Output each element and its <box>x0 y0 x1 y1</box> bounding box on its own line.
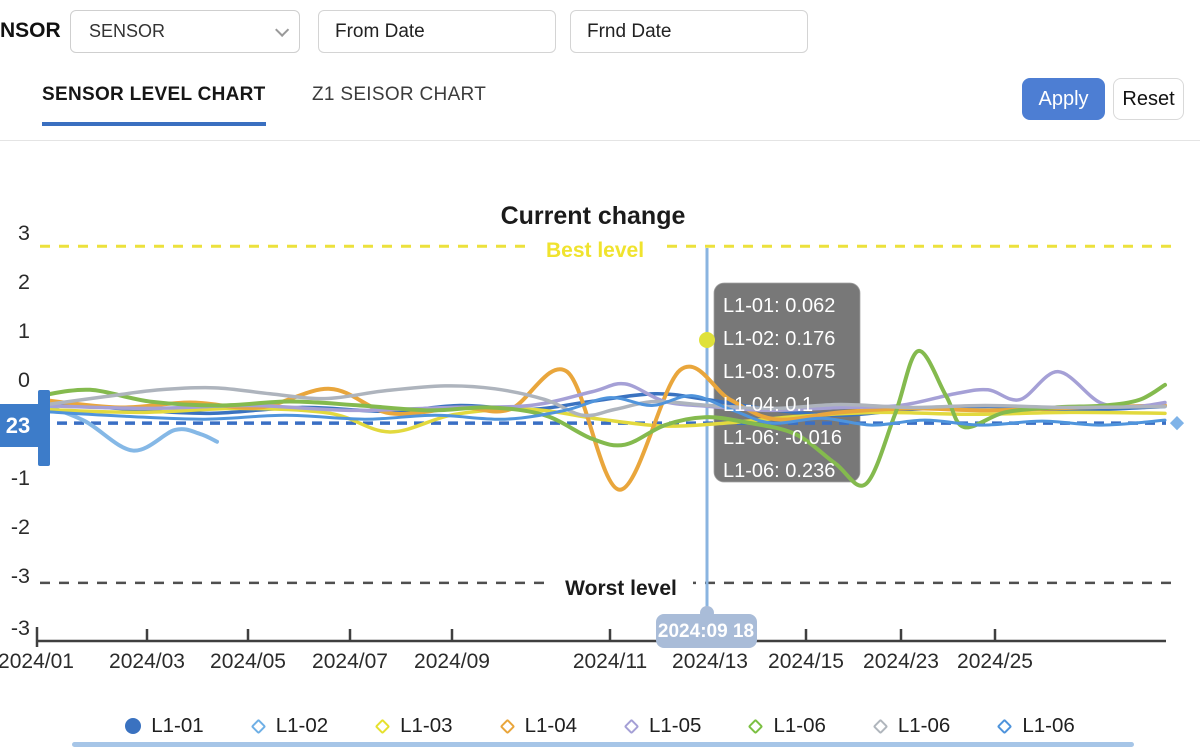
chart-axes: 2024/01 2024/03 2024/05 2024/07 2024/09 2024/… <box>0 221 1178 673</box>
from-date-input[interactable] <box>318 10 556 53</box>
crosshair-date-label: 2024:09 18 <box>658 621 754 642</box>
legend-item-l1-03[interactable]: L1-03 <box>374 714 453 738</box>
series-L1-06-gray <box>38 384 1167 418</box>
y-tick-label: -2 <box>11 515 30 539</box>
circle-legend-icon <box>125 718 142 734</box>
legend-item-l1-01[interactable]: L1-01 <box>125 714 204 738</box>
reset-button[interactable]: Reset <box>1113 78 1184 120</box>
sensor-select-value: SENSOR <box>89 21 166 41</box>
axis-threshold-handle[interactable] <box>38 390 50 466</box>
best-level-label-bg <box>531 236 659 263</box>
crosshair-date-badge[interactable] <box>656 614 757 648</box>
y-tick-label: -3 <box>11 564 30 588</box>
legend-item-l1-04[interactable]: L1-04 <box>499 714 577 738</box>
tab-z1-seisor-chart[interactable]: Z1 SEISOR CHART <box>312 84 486 122</box>
x-tick-label: 2024/09 <box>414 650 490 673</box>
diamond-legend-icon <box>499 718 515 734</box>
diamond-legend-icon <box>250 718 266 734</box>
chart-series <box>38 349 1185 492</box>
chevron-down-icon <box>275 22 290 37</box>
chart-title: Current change <box>501 202 686 230</box>
x-tick-label: 2024/15 <box>768 650 844 673</box>
x-tick-label: 2024/01 <box>0 650 74 673</box>
best-level-label: Best level <box>546 239 644 262</box>
x-tick-label: 2024/03 <box>109 650 185 673</box>
end-date-input[interactable] <box>570 10 808 53</box>
tooltip-row: L1-06: -0.016 <box>723 427 842 449</box>
page-title: NSOR <box>0 19 61 42</box>
diamond-legend-icon <box>748 718 764 734</box>
crosshair-marker-dot <box>699 332 715 348</box>
y-tick-label: 2 <box>18 270 30 294</box>
threshold-end-marker <box>1169 416 1185 431</box>
legend-label: L1-04 <box>524 714 577 737</box>
axis-threshold-label: 23 <box>6 413 30 438</box>
legend-label: L1-02 <box>275 714 329 737</box>
x-tick-label: 2024/11 <box>573 650 647 673</box>
legend-item-l1-06[interactable]: L1-06 <box>872 714 951 738</box>
y-tick-label: -3 <box>11 616 30 640</box>
series-L1-06-blue <box>38 394 1167 427</box>
y-tick-label: 0 <box>18 368 30 392</box>
tooltip-row: L1-04: 0.1 <box>723 394 813 416</box>
worst-level-label: Worst level <box>565 577 677 600</box>
tooltip-row: L1-03: 0.075 <box>723 361 835 383</box>
diamond-legend-icon <box>374 718 391 734</box>
series-L1-02 <box>41 402 219 453</box>
legend-item-l1-06[interactable]: L1-06 <box>997 714 1075 738</box>
legend-label: L1-06 <box>773 714 826 737</box>
tab-sensor-level-chart[interactable]: SENSOR LEVEL CHART <box>42 84 266 126</box>
tooltip-row: L1-06: 0.236 <box>723 460 835 482</box>
axis-threshold-badge[interactable] <box>0 404 38 447</box>
diamond-legend-icon <box>623 718 640 734</box>
legend-label: L1-03 <box>400 714 453 737</box>
x-tick-label: 2024/07 <box>312 650 388 673</box>
x-tick-label: 2024/23 <box>863 650 939 673</box>
chart-legend: L1-01 L1-02 L1-03 L1-04 L1-05 L1-06 L1-06 L1-06 <box>0 706 1200 746</box>
y-tick-label: -1 <box>11 466 30 490</box>
legend-label: L1-06 <box>897 714 951 737</box>
series-L1-06 <box>38 349 1167 488</box>
x-tick-label: 2024/13 <box>672 650 748 673</box>
worst-level-label-bg <box>549 574 693 602</box>
sensor-select[interactable]: SENSOR <box>70 10 300 53</box>
tooltip-row: L1-02: 0.176 <box>723 328 835 350</box>
apply-button[interactable]: Apply <box>1022 78 1105 120</box>
series-L1-04 <box>38 364 1167 492</box>
legend-item-l1-06[interactable]: L1-06 <box>748 714 826 738</box>
legend-item-l1-02[interactable]: L1-02 <box>250 714 329 738</box>
diamond-legend-icon <box>872 718 889 734</box>
tooltip-row: L1-01: 0.062 <box>723 295 835 317</box>
sensor-level-chart[interactable]: 2024/01 2024/03 2024/05 2024/07 2024/09 2024/… <box>0 150 1200 702</box>
y-tick-label: 3 <box>18 221 30 245</box>
x-tick-label: 2024/25 <box>957 650 1033 673</box>
y-tick-label: 1 <box>18 319 30 343</box>
legend-item-l1-05[interactable]: L1-05 <box>623 714 702 738</box>
divider <box>0 140 1200 141</box>
x-tick-label: 2024/05 <box>210 650 286 673</box>
legend-label: L1-05 <box>649 714 702 737</box>
legend-label: L1-01 <box>151 714 204 737</box>
tooltip-rows: L1-01: 0.062 L1-02: 0.176 L1-03: 0.075 L1-0… <box>723 295 842 482</box>
legend-label: L1-06 <box>1022 714 1075 737</box>
diamond-legend-icon <box>997 718 1013 734</box>
horizontal-scrollbar[interactable] <box>72 742 1134 747</box>
